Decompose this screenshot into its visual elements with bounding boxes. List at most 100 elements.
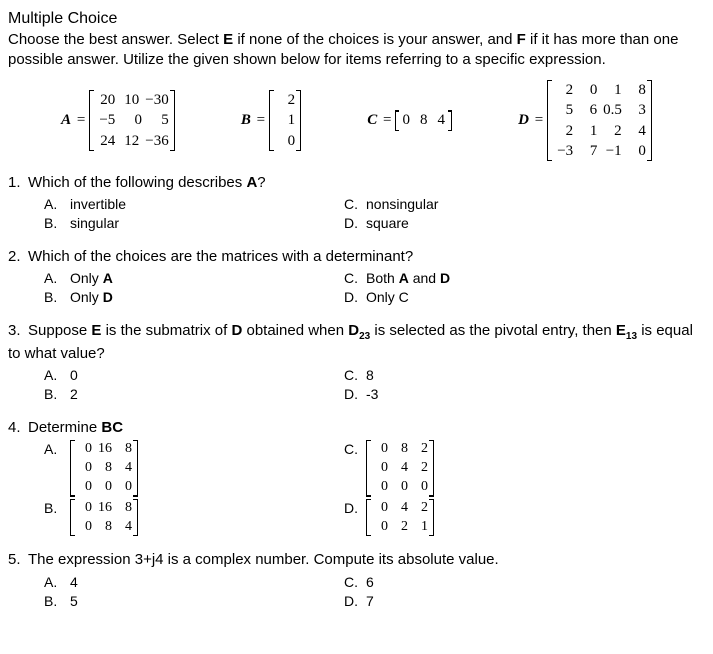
cell: 8 (98, 518, 112, 537)
choice-5a: A. 4 (44, 573, 344, 592)
choice-text: 2 (70, 385, 78, 404)
cell: 1 (579, 121, 597, 141)
choice-text: square (366, 214, 409, 233)
question-3-text: 3.Suppose E is the submatrix of D obtain… (8, 321, 705, 364)
matrix-d-label: D (518, 112, 529, 128)
choice-2d: D.Only C (344, 288, 409, 307)
cell: 8 (118, 440, 132, 459)
choice-4c: C. 082 042 000 (344, 440, 434, 497)
matrix-b: B = 2 1 0 (241, 90, 301, 151)
choice-text: and (409, 270, 440, 286)
cell: 0 (98, 478, 112, 497)
q-part: The expression 3+j4 is a complex number.… (28, 551, 499, 568)
cell: 2 (277, 90, 295, 110)
cell: 4 (118, 518, 132, 537)
question-2-choices: A.Only A C.Both A and D B.Only D D.Only … (8, 269, 705, 307)
matrix-c-label: C (367, 112, 377, 128)
cell: 0 (78, 499, 92, 518)
choice-text: 0 (70, 366, 78, 385)
cell: 0 (402, 110, 410, 130)
cell: 2 (414, 459, 428, 478)
cell: 0 (374, 459, 388, 478)
choice-1c: C.nonsingular (344, 195, 438, 214)
choice-letter: D. (344, 288, 362, 307)
matrix-b-label: B (241, 112, 251, 128)
choice-text: 6 (366, 573, 374, 592)
q-sub: 13 (626, 331, 637, 342)
cell: 8 (394, 440, 408, 459)
choice-letter: B. (44, 288, 62, 307)
cell: 0 (277, 131, 295, 151)
choice-text: 8 (366, 366, 374, 385)
cell: −36 (145, 131, 168, 151)
cell: 0 (124, 110, 142, 130)
choice-letter: A. (44, 366, 62, 385)
question-5-text: 5.The expression 3+j4 is a complex numbe… (8, 550, 705, 570)
question-2-text: 2.Which of the choices are the matrices … (8, 247, 705, 267)
choice-letter: A. (44, 195, 62, 214)
cell: 8 (628, 80, 646, 100)
cell: 2 (414, 440, 428, 459)
cell: 8 (98, 459, 112, 478)
question-number: 3. (8, 321, 28, 341)
choice-5d: D.7 (344, 592, 374, 611)
cell: 0 (374, 478, 388, 497)
matrix-a: A = 2010−30 −505 2412−36 (61, 90, 175, 151)
choice-letter: D. (344, 385, 362, 404)
question-number: 1. (8, 173, 28, 193)
q-part: Which of the following describes (28, 174, 246, 191)
q-part: Which of the choices are the matrices wi… (28, 248, 413, 265)
cell: 16 (98, 499, 112, 518)
cell: 2 (394, 518, 408, 537)
choice-text: 7 (366, 592, 374, 611)
cell: −1 (604, 141, 622, 161)
question-4-text: 4.Determine BC (8, 418, 705, 438)
q-part: obtained when (242, 322, 348, 339)
question-number: 5. (8, 550, 28, 570)
choice-5b: B.5 (44, 592, 344, 611)
q-part: Determine (28, 419, 101, 436)
question-3-choices: A.0 C.8 B.2 D.-3 (8, 366, 705, 404)
cell: 8 (118, 499, 132, 518)
q-sub: 23 (359, 331, 370, 342)
cell: 1 (414, 518, 428, 537)
q-part: is the submatrix of (101, 322, 231, 339)
choice-text: Only (70, 270, 103, 286)
cell: 4 (118, 459, 132, 478)
matrix-d: D = 2018 560.53 2124 −37−10 (518, 80, 652, 161)
question-number: 2. (8, 247, 28, 267)
cell: 0 (374, 440, 388, 459)
choice-4a: A. 0168 084 000 (44, 440, 344, 497)
cell: 6 (579, 100, 597, 120)
q-bold: E (616, 322, 626, 339)
q-part: ? (257, 174, 265, 191)
choice-letter: B. (44, 499, 62, 518)
choice-letter: A. (44, 440, 62, 459)
cell: 20 (97, 90, 115, 110)
cell: 0 (78, 478, 92, 497)
choice-letter: C. (344, 440, 362, 459)
cell: 12 (121, 131, 139, 151)
choice-4d: D. 042 021 (344, 499, 434, 537)
choice-letter: A. (44, 573, 62, 592)
cell: 0 (394, 478, 408, 497)
choice-text: Only C (366, 288, 409, 307)
cell: 0 (374, 499, 388, 518)
cell: 4 (628, 121, 646, 141)
choice-text: nonsingular (366, 195, 438, 214)
choice-2b: B.Only D (44, 288, 344, 307)
question-1-choices: A.invertible C.nonsingular B.singular D.… (8, 195, 705, 233)
instruction-part: Choose the best answer. Select (8, 31, 223, 48)
q-part: is selected as the pivotal entry, then (370, 322, 616, 339)
cell: 0 (78, 459, 92, 478)
cell: 10 (121, 90, 139, 110)
choice-letter: C. (344, 366, 362, 385)
cell: 0 (414, 478, 428, 497)
choice-text: 4 (70, 573, 78, 592)
choice-text: Both (366, 270, 399, 286)
cell: 16 (98, 440, 112, 459)
question-1-text: 1.Which of the following describes A? (8, 173, 705, 193)
matrix-a-label: A (61, 112, 71, 128)
cell: 24 (97, 131, 115, 151)
cell: 5 (555, 100, 573, 120)
